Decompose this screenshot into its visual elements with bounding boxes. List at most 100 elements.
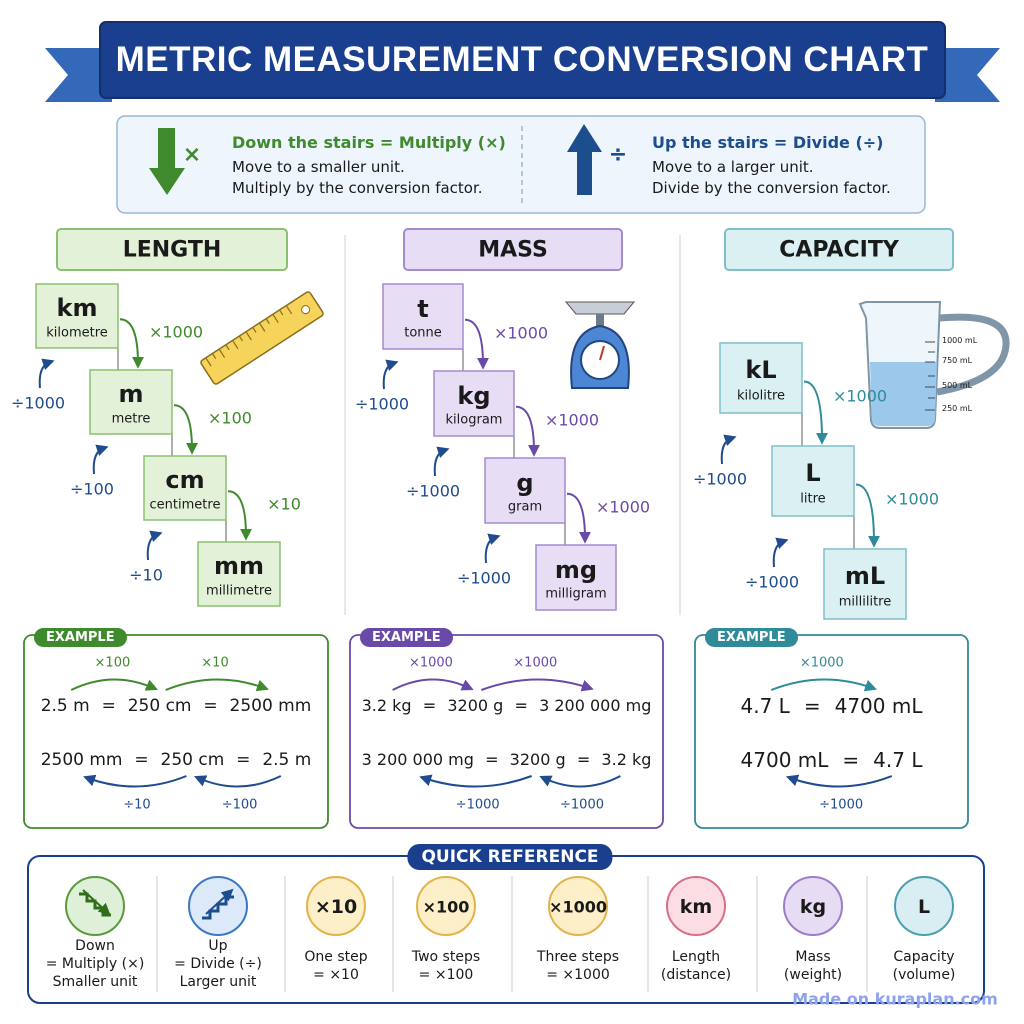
jug-label: 500 mL xyxy=(942,381,973,390)
unit-name: kilolitre xyxy=(736,388,786,404)
example-part: 3 200 000 mg xyxy=(361,750,474,769)
quick-reference-text: = ×100 xyxy=(418,967,474,983)
example-part: 3 200 000 mg xyxy=(539,696,652,715)
unit-box xyxy=(433,370,515,437)
down-factor: ×1000 xyxy=(832,386,888,405)
unit-symbol: kg xyxy=(457,381,491,410)
example-step: ×1000 xyxy=(408,655,453,671)
unit-name: litre xyxy=(800,491,826,507)
example-row: 4.7 L = 4700 mL xyxy=(695,694,968,718)
section-heading-box xyxy=(56,228,288,271)
quick-reference-text: Three steps xyxy=(536,949,620,965)
example-part: 2500 mm xyxy=(229,696,312,716)
example-arrow xyxy=(193,775,282,788)
quick-reference-circle xyxy=(548,876,608,936)
ribbon-tail xyxy=(935,48,1000,102)
unit-name: milligram xyxy=(545,586,607,602)
quick-reference-icon-text: ×10 xyxy=(314,896,358,918)
unit-symbol: kL xyxy=(745,355,777,384)
example-row: 3 200 000 mg = 3200 g = 3.2 kg xyxy=(350,748,663,772)
unit-symbol: mg xyxy=(554,555,598,584)
rule-text: Move to a larger unit. xyxy=(652,158,814,176)
down-arrow-icon xyxy=(149,168,185,195)
down-arrow xyxy=(119,318,144,369)
example-part: 3200 g xyxy=(447,696,504,715)
example-part: 3.2 kg xyxy=(601,750,652,769)
quick-reference-text: = Multiply (×) xyxy=(45,956,145,972)
unit-symbol: cm xyxy=(165,466,205,495)
unit-symbol: mL xyxy=(844,561,886,590)
down-factor: ×100 xyxy=(208,408,252,428)
unit-box xyxy=(771,445,855,517)
example-part: = xyxy=(203,696,218,716)
example-badge: EXAMPLE xyxy=(34,628,127,647)
up-factor: ÷10 xyxy=(129,565,163,585)
unit-name: tonne xyxy=(404,325,442,341)
example-part: 4700 mL xyxy=(834,694,923,718)
section-heading-box xyxy=(403,228,623,271)
unit-box xyxy=(382,283,464,350)
example-part: = xyxy=(842,748,860,772)
example-step: ÷1000 xyxy=(455,797,500,813)
jug-label: 750 mL xyxy=(942,356,973,365)
unit-name: gram xyxy=(507,499,543,515)
quick-reference-icon-text: kg xyxy=(799,896,827,918)
example-arrow xyxy=(539,775,621,788)
example-part: = xyxy=(101,696,116,716)
quick-reference-text: (weight) xyxy=(783,967,843,983)
quick-reference-text: Smaller unit xyxy=(52,974,138,990)
down-factor: ×1000 xyxy=(595,497,651,517)
example-part: 4.7 L xyxy=(873,748,923,772)
unit-name: kilogram xyxy=(445,412,503,428)
example-part: 250 cm xyxy=(160,750,225,770)
quick-reference-icon-text: L xyxy=(917,896,931,918)
watermark: Made on kuraplan.com xyxy=(792,989,998,1009)
unit-box xyxy=(35,283,119,349)
example-step: ×100 xyxy=(94,655,131,671)
down-arrow xyxy=(855,483,880,548)
example-part: 3.2 kg xyxy=(361,696,412,715)
unit-box xyxy=(823,548,907,620)
up-factor: ÷1000 xyxy=(354,394,410,414)
rule-text: Move to a smaller unit. xyxy=(232,158,405,176)
down-arrow xyxy=(515,405,540,457)
example-step: ×10 xyxy=(201,655,229,671)
unit-box xyxy=(719,342,803,414)
quick-reference-circle xyxy=(306,876,366,936)
example-step: ÷1000 xyxy=(819,797,864,813)
example-part: = xyxy=(576,750,591,769)
example-row: 2500 mm = 250 cm = 2.5 m xyxy=(24,748,328,772)
up-factor: ÷1000 xyxy=(10,393,66,413)
quick-reference-text: = ×10 xyxy=(313,967,359,983)
unit-box xyxy=(197,541,281,607)
quick-reference-icon-text: km xyxy=(679,896,713,918)
up-factor: ÷1000 xyxy=(744,572,800,592)
up-arrow xyxy=(382,359,399,390)
example-part: = xyxy=(485,750,499,769)
example-box xyxy=(23,634,329,829)
unit-box xyxy=(143,455,227,521)
quick-reference-text: Length xyxy=(671,949,721,965)
up-arrow xyxy=(433,446,450,477)
example-part: = xyxy=(803,694,821,718)
quick-reference-text: Larger unit xyxy=(179,974,257,990)
example-box xyxy=(349,634,664,829)
unit-symbol: g xyxy=(516,468,534,497)
down-arrow-icon xyxy=(158,128,175,172)
rule-text: Divide by the conversion factor. xyxy=(652,179,891,197)
scale-icon xyxy=(564,301,636,389)
quick-reference-circle xyxy=(783,876,843,936)
jug-icon xyxy=(858,301,1010,429)
quick-reference-circle xyxy=(894,876,954,936)
up-arrow xyxy=(720,434,737,465)
rule-symbol: ÷ xyxy=(608,142,628,168)
unit-box xyxy=(89,369,173,435)
example-part: 4700 mL xyxy=(740,748,829,772)
quick-reference-text: = ×1000 xyxy=(546,967,610,983)
example-part: 3200 g xyxy=(509,750,566,769)
unit-box xyxy=(535,544,617,611)
example-step: ×1000 xyxy=(799,655,844,671)
stairs-icon-arrow xyxy=(82,889,111,916)
up-arrow xyxy=(146,530,163,561)
example-badge: EXAMPLE xyxy=(360,628,453,647)
